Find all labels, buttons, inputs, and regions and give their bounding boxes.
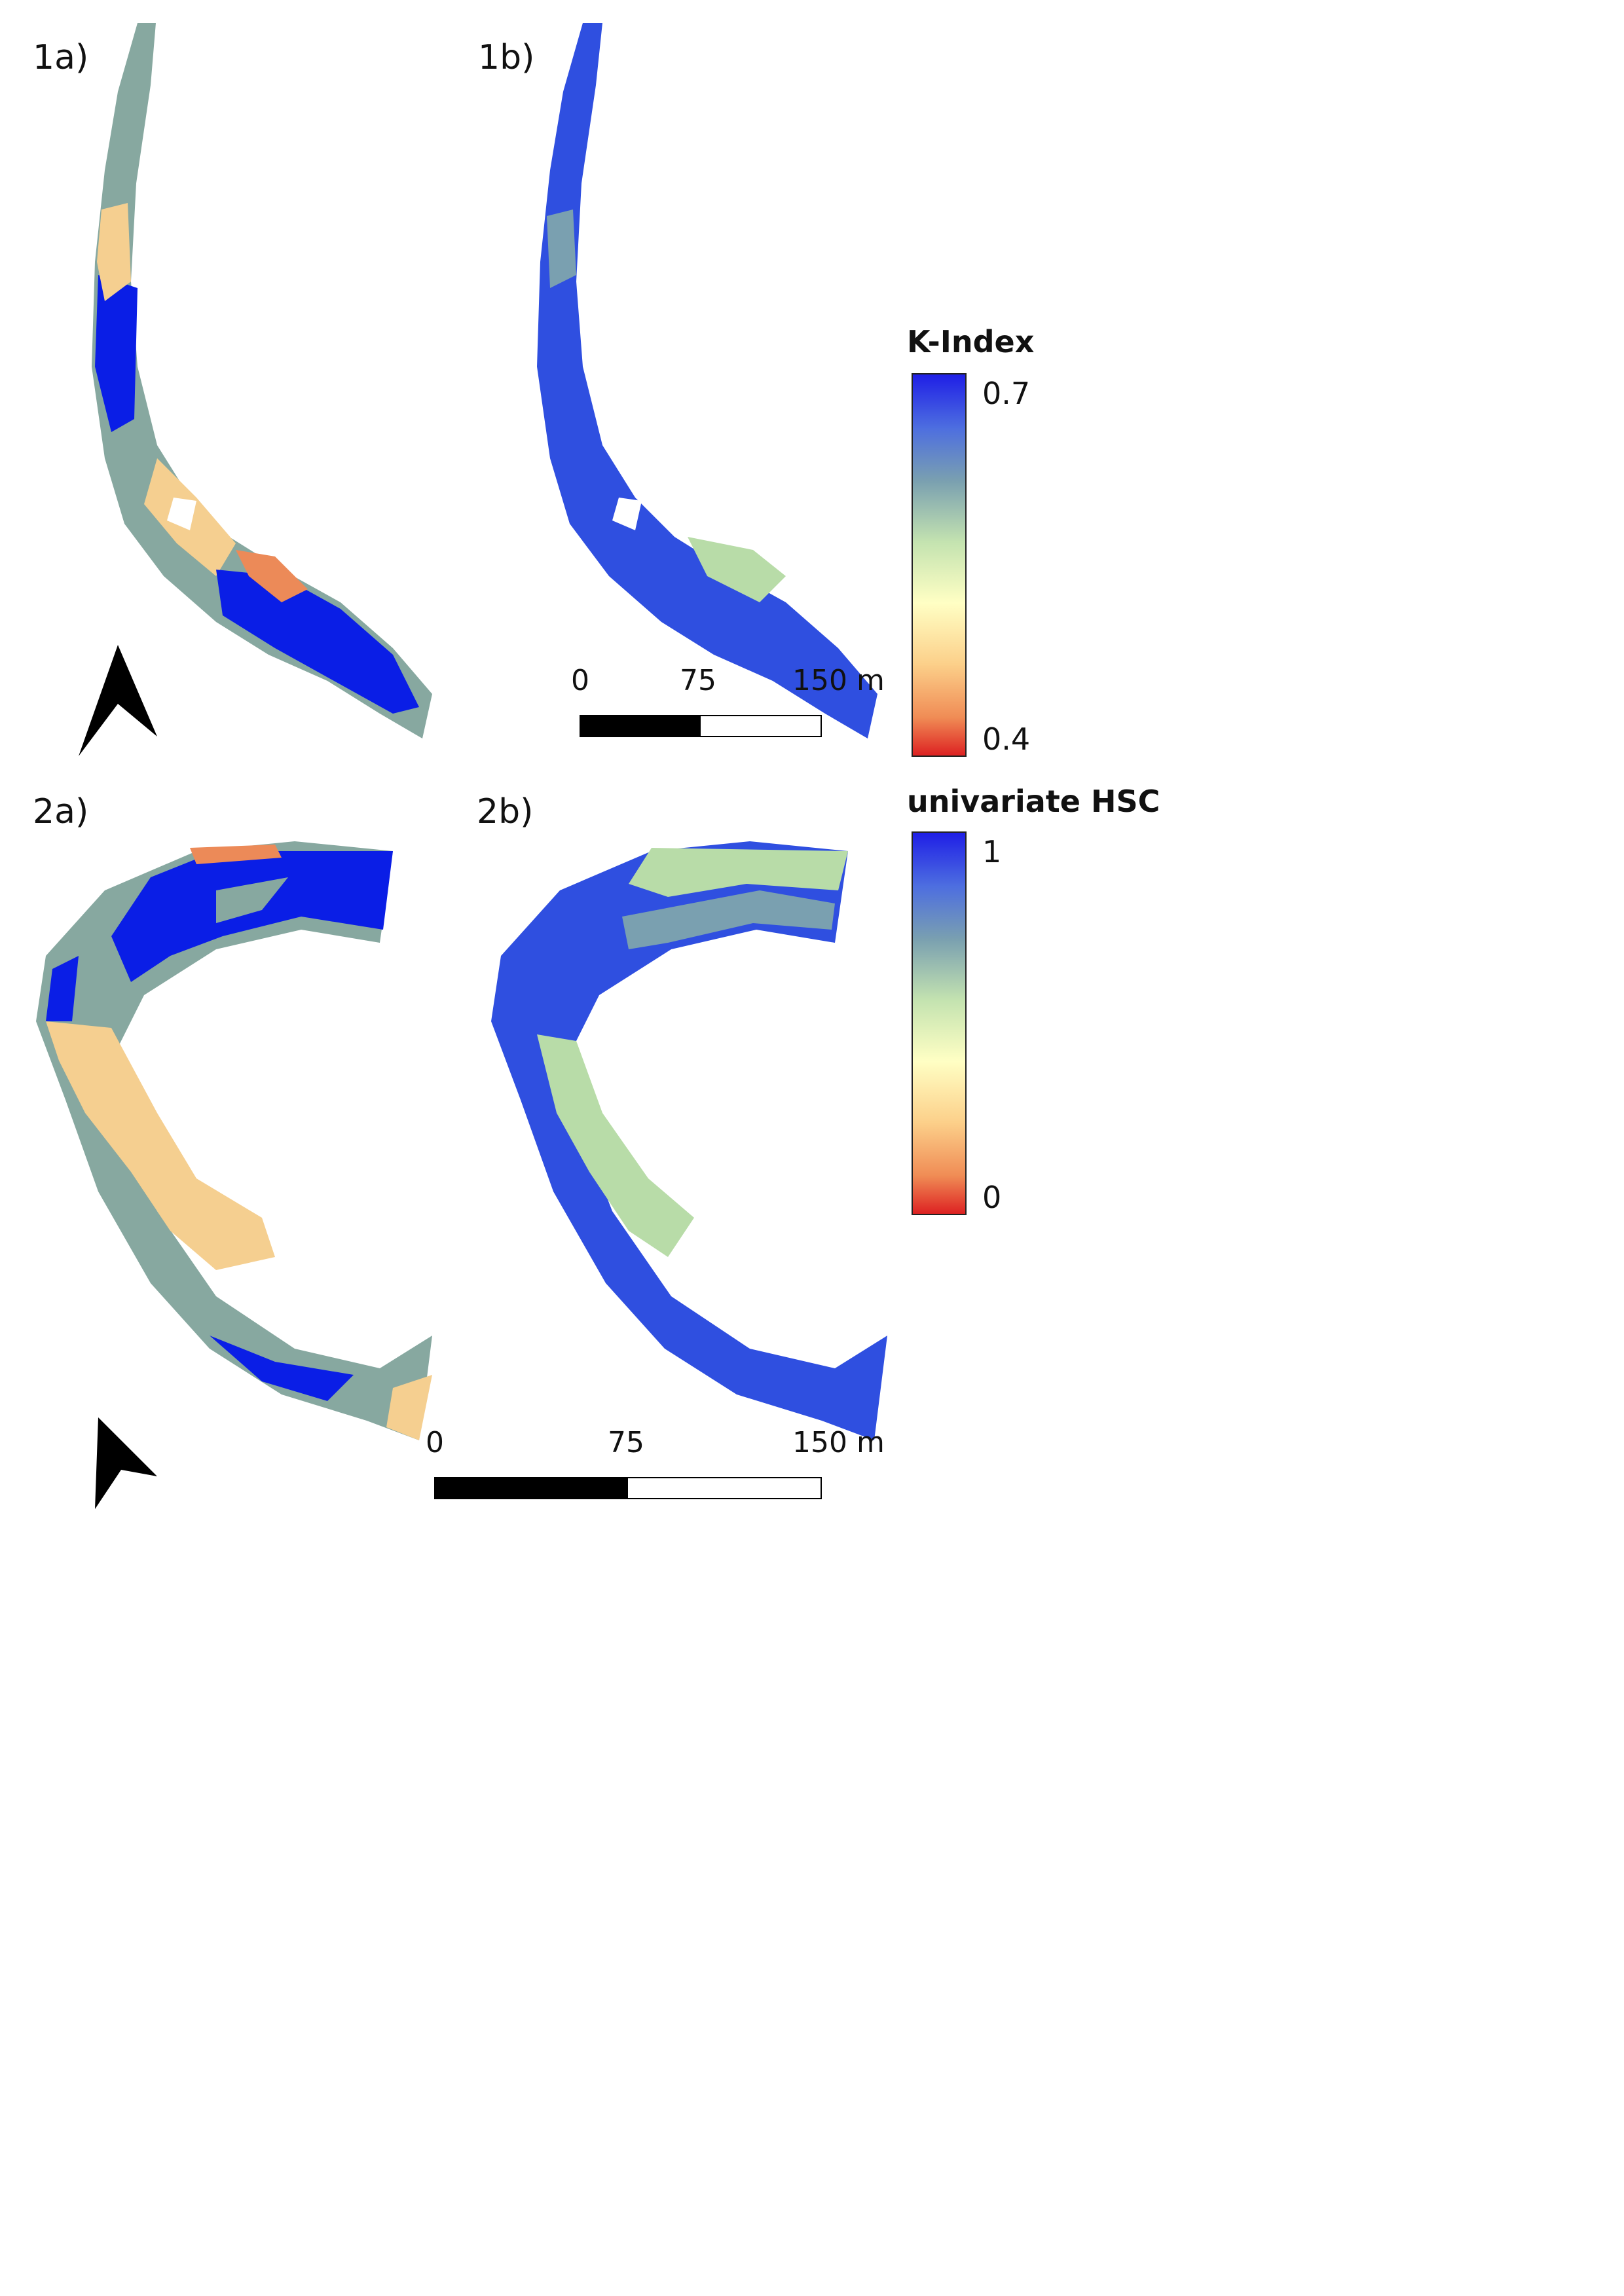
map-1a-channel	[92, 23, 432, 738]
map-1a-blue-lower	[216, 570, 419, 714]
scalebar-1	[580, 715, 822, 737]
scalebar-2-tick-150: 150 m	[792, 1426, 885, 1459]
map-1a-blue-edge-upper	[95, 275, 138, 432]
map-2b-channel	[491, 841, 887, 1440]
map-2a-sand-end	[386, 1375, 432, 1440]
legend-hsc-max: 1	[982, 834, 1002, 869]
scalebar-1-tick-150: 150 m	[792, 664, 885, 697]
map-2b-green-bar	[537, 1034, 694, 1257]
map-1b-island	[612, 498, 642, 530]
map-1a-river	[92, 23, 432, 738]
map-2b-teal-band	[622, 890, 835, 949]
map-2a-channel	[36, 841, 432, 1440]
panel-label-2b: 2b)	[477, 792, 534, 831]
map-1a-island	[167, 498, 196, 530]
scalebar-2-tick-0: 0	[426, 1426, 444, 1459]
map-2a-blue-top	[111, 851, 393, 982]
map-2a-teal-top	[216, 877, 288, 923]
panel-label-1b: 1b)	[478, 38, 535, 77]
scalebar-1-tick-0: 0	[571, 664, 589, 697]
legend-k-index-ramp	[912, 373, 967, 757]
map-2a-blue-inner	[46, 956, 79, 1021]
map-1a-sand-patch-1	[97, 203, 131, 301]
map-2a-sand-bar	[46, 1021, 275, 1270]
map-2b-river	[491, 841, 887, 1440]
scalebar-1-tick-75: 75	[680, 664, 716, 697]
legend-k-index-max: 0.7	[982, 376, 1031, 411]
map-2a-blue-lower	[210, 1336, 354, 1401]
legend-k-index-title: K-Index	[907, 324, 1035, 359]
scalebar-2-tick-75: 75	[608, 1426, 644, 1459]
map-1b-river	[537, 23, 877, 738]
legend-hsc-title: univariate HSC	[907, 784, 1160, 819]
panel-label-2a: 2a)	[33, 792, 89, 831]
scalebar-2	[434, 1477, 822, 1499]
map-1b-green-bank	[688, 537, 786, 602]
map-1a-orange-bank	[236, 550, 308, 602]
legend-k-index-min: 0.4	[982, 721, 1031, 757]
panel-label-1a: 1a)	[33, 38, 89, 77]
map-2a-orange-top	[190, 845, 282, 864]
north-arrow-icon	[95, 1417, 157, 1509]
legend-hsc-min: 0	[982, 1180, 1002, 1215]
map-2b-green-top	[629, 848, 848, 897]
legend-hsc-ramp	[912, 831, 967, 1215]
north-arrow-icon	[79, 645, 157, 756]
map-1b-green-patch	[547, 210, 576, 288]
map-2a-river	[36, 841, 432, 1440]
map-1b-channel	[537, 23, 877, 738]
